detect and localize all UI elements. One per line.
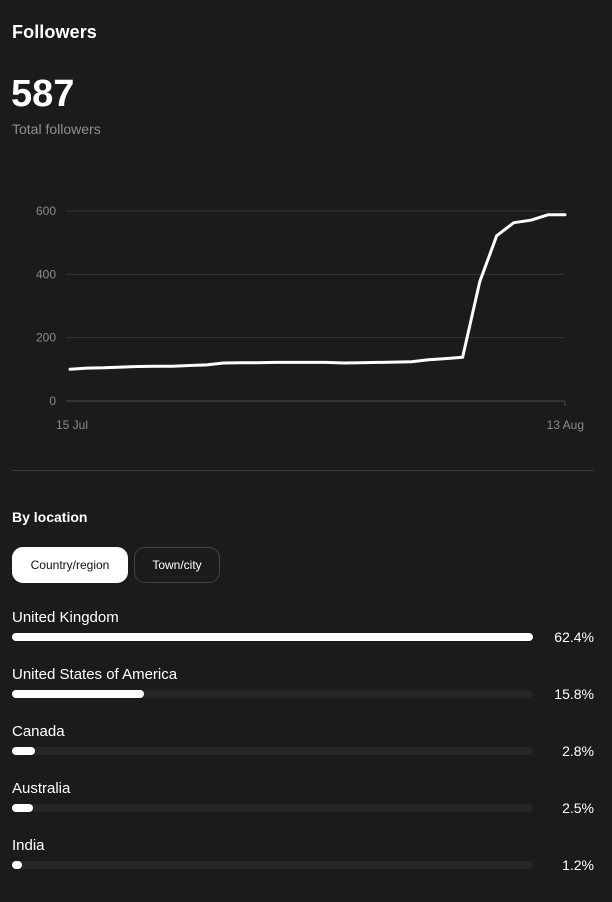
- location-percent: 1.2%: [562, 857, 594, 873]
- location-list: United Kingdom 62.4% United States of Am…: [12, 608, 600, 893]
- total-followers-value: 587: [11, 73, 75, 115]
- location-row: Australia 2.5%: [12, 779, 600, 836]
- y-tick-label: 0: [49, 394, 56, 408]
- location-bar-track: [12, 690, 533, 698]
- x-tick-label: 13 Aug: [547, 418, 584, 432]
- location-row: India 1.2%: [12, 836, 600, 893]
- section-divider: [12, 470, 594, 471]
- location-percent: 2.8%: [562, 743, 594, 759]
- y-tick-label: 600: [36, 204, 56, 218]
- location-percent: 62.4%: [554, 629, 594, 645]
- by-location-title: By location: [12, 509, 88, 525]
- tab-town-city[interactable]: Town/city: [134, 547, 220, 583]
- tab-country-region[interactable]: Country/region: [12, 547, 128, 583]
- location-name: Canada: [12, 723, 65, 740]
- location-bar-fill: [12, 861, 23, 869]
- location-percent: 2.5%: [562, 800, 594, 816]
- location-bar-track: [12, 633, 533, 641]
- location-percent: 15.8%: [554, 686, 594, 702]
- location-bar-fill: [12, 633, 533, 641]
- location-row: United States of America 15.8%: [12, 665, 600, 722]
- location-bar-track: [12, 804, 533, 812]
- location-row: United Kingdom 62.4%: [12, 608, 600, 665]
- location-row: Canada 2.8%: [12, 722, 600, 779]
- location-name: United States of America: [12, 666, 178, 683]
- location-bar-fill: [12, 804, 33, 812]
- x-tick-label: 15 Jul: [56, 418, 88, 432]
- location-bar-track: [12, 747, 533, 755]
- followers-series-line: [68, 213, 567, 371]
- location-bar-track: [12, 861, 533, 869]
- location-name: India: [12, 837, 45, 854]
- location-name: Australia: [12, 780, 71, 797]
- location-bar-fill: [12, 747, 36, 755]
- y-tick-label: 200: [36, 331, 56, 345]
- location-name: United Kingdom: [12, 609, 119, 626]
- followers-line-chart: 0 200 400 600 15 Jul 13 Aug: [36, 204, 584, 432]
- y-tick-label: 400: [36, 267, 56, 281]
- page-title: Followers: [12, 22, 97, 42]
- total-followers-label: Total followers: [12, 121, 101, 137]
- location-bar-fill: [12, 690, 144, 698]
